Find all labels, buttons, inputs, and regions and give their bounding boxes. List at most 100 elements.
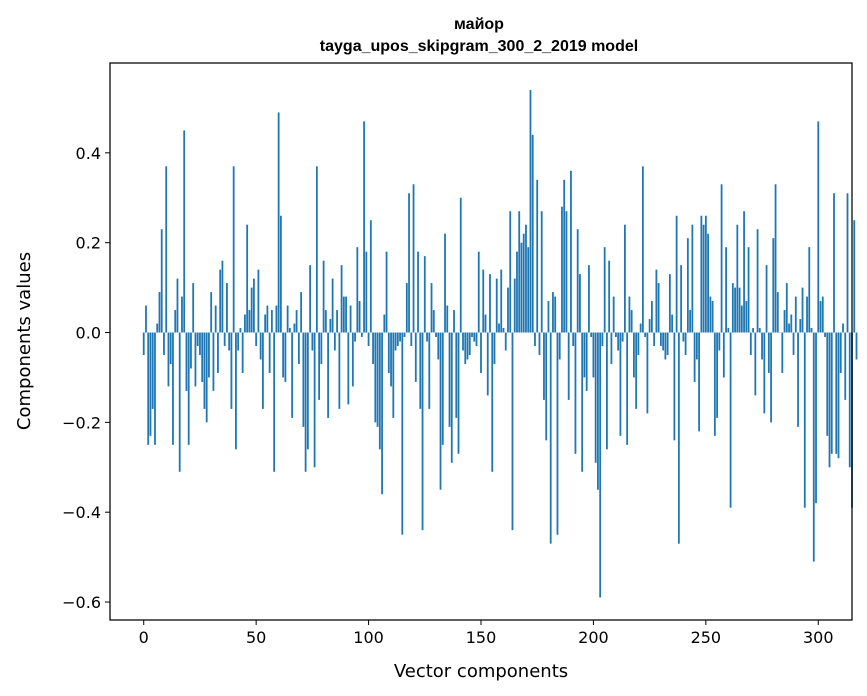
bar — [495, 278, 498, 333]
bar — [257, 269, 260, 333]
bar — [241, 332, 244, 373]
x-tick-label: 150 — [466, 628, 497, 647]
bar — [203, 332, 206, 409]
bar — [522, 233, 525, 333]
bar — [255, 332, 258, 346]
bar — [626, 332, 629, 445]
bar — [797, 332, 799, 427]
bar — [430, 283, 433, 333]
bar — [264, 314, 267, 333]
bar — [345, 296, 347, 333]
bar — [340, 265, 343, 333]
bar — [646, 332, 649, 414]
bar — [219, 269, 222, 333]
bar — [549, 332, 552, 544]
bar — [770, 332, 772, 423]
chart-subtitle: tayga_upos_skipgram_300_2_2019 model — [320, 38, 638, 55]
bar — [244, 314, 246, 333]
bar — [716, 332, 718, 418]
bar — [246, 224, 249, 333]
bar — [172, 332, 174, 445]
bar — [709, 296, 712, 333]
bar — [399, 332, 401, 342]
bar — [248, 310, 251, 333]
bar — [288, 328, 291, 333]
bar — [149, 332, 152, 436]
bar — [725, 247, 727, 333]
bar — [259, 332, 262, 360]
bar — [531, 134, 534, 333]
bar — [230, 332, 233, 409]
bar — [163, 332, 165, 355]
bar — [450, 332, 453, 463]
bar — [145, 305, 147, 333]
bar — [853, 220, 856, 333]
bar — [581, 332, 584, 472]
bar — [700, 215, 703, 333]
bar — [185, 332, 188, 391]
bar — [839, 332, 842, 373]
bar — [464, 332, 467, 364]
bar — [421, 332, 424, 531]
bar — [270, 310, 273, 333]
bar — [529, 89, 532, 333]
bar — [803, 332, 806, 508]
bar — [360, 332, 363, 338]
bar — [835, 332, 838, 454]
bar — [210, 292, 213, 333]
bar — [315, 166, 318, 333]
bar — [837, 332, 840, 459]
bar — [428, 332, 431, 409]
bar — [826, 332, 829, 436]
bar — [459, 197, 462, 333]
bar — [356, 247, 359, 333]
bar — [226, 283, 228, 333]
bar — [160, 229, 163, 333]
bar — [698, 332, 700, 432]
x-axis-label: Vector components — [394, 661, 568, 682]
bar — [410, 332, 413, 346]
bar — [329, 319, 332, 333]
bar — [401, 332, 404, 535]
bar — [513, 278, 516, 333]
bar — [619, 332, 622, 436]
bar — [475, 332, 478, 346]
bar — [677, 332, 680, 544]
bar — [300, 292, 303, 333]
y-tick-label: 0.2 — [76, 234, 101, 253]
bar — [662, 332, 665, 351]
bar — [347, 332, 350, 405]
bar — [183, 130, 186, 333]
bar — [482, 269, 485, 333]
bar — [713, 332, 716, 436]
bar — [689, 310, 692, 333]
bar — [181, 296, 183, 333]
bar — [806, 296, 808, 333]
bar — [808, 247, 811, 333]
bar — [405, 283, 408, 333]
bar — [367, 332, 370, 346]
bar — [235, 332, 237, 450]
x-axis: 0 50 100 150 200 250 300 — [139, 620, 834, 647]
bar — [543, 332, 545, 400]
bar — [228, 332, 231, 351]
bar — [318, 332, 321, 400]
bar — [601, 332, 604, 346]
bar — [322, 260, 325, 333]
x-tick-label: 100 — [353, 628, 384, 647]
bar — [167, 332, 170, 387]
bar — [781, 332, 784, 373]
bar — [848, 332, 851, 468]
bar — [561, 206, 563, 333]
y-tick-label: 0.0 — [76, 324, 101, 343]
bar — [309, 265, 312, 333]
bar — [327, 332, 329, 418]
bar — [844, 332, 847, 400]
bar — [435, 332, 437, 338]
bar — [381, 332, 383, 495]
bar — [653, 332, 656, 346]
bar — [142, 332, 145, 355]
bar — [232, 166, 235, 333]
bar — [414, 332, 417, 382]
bar — [610, 332, 613, 364]
